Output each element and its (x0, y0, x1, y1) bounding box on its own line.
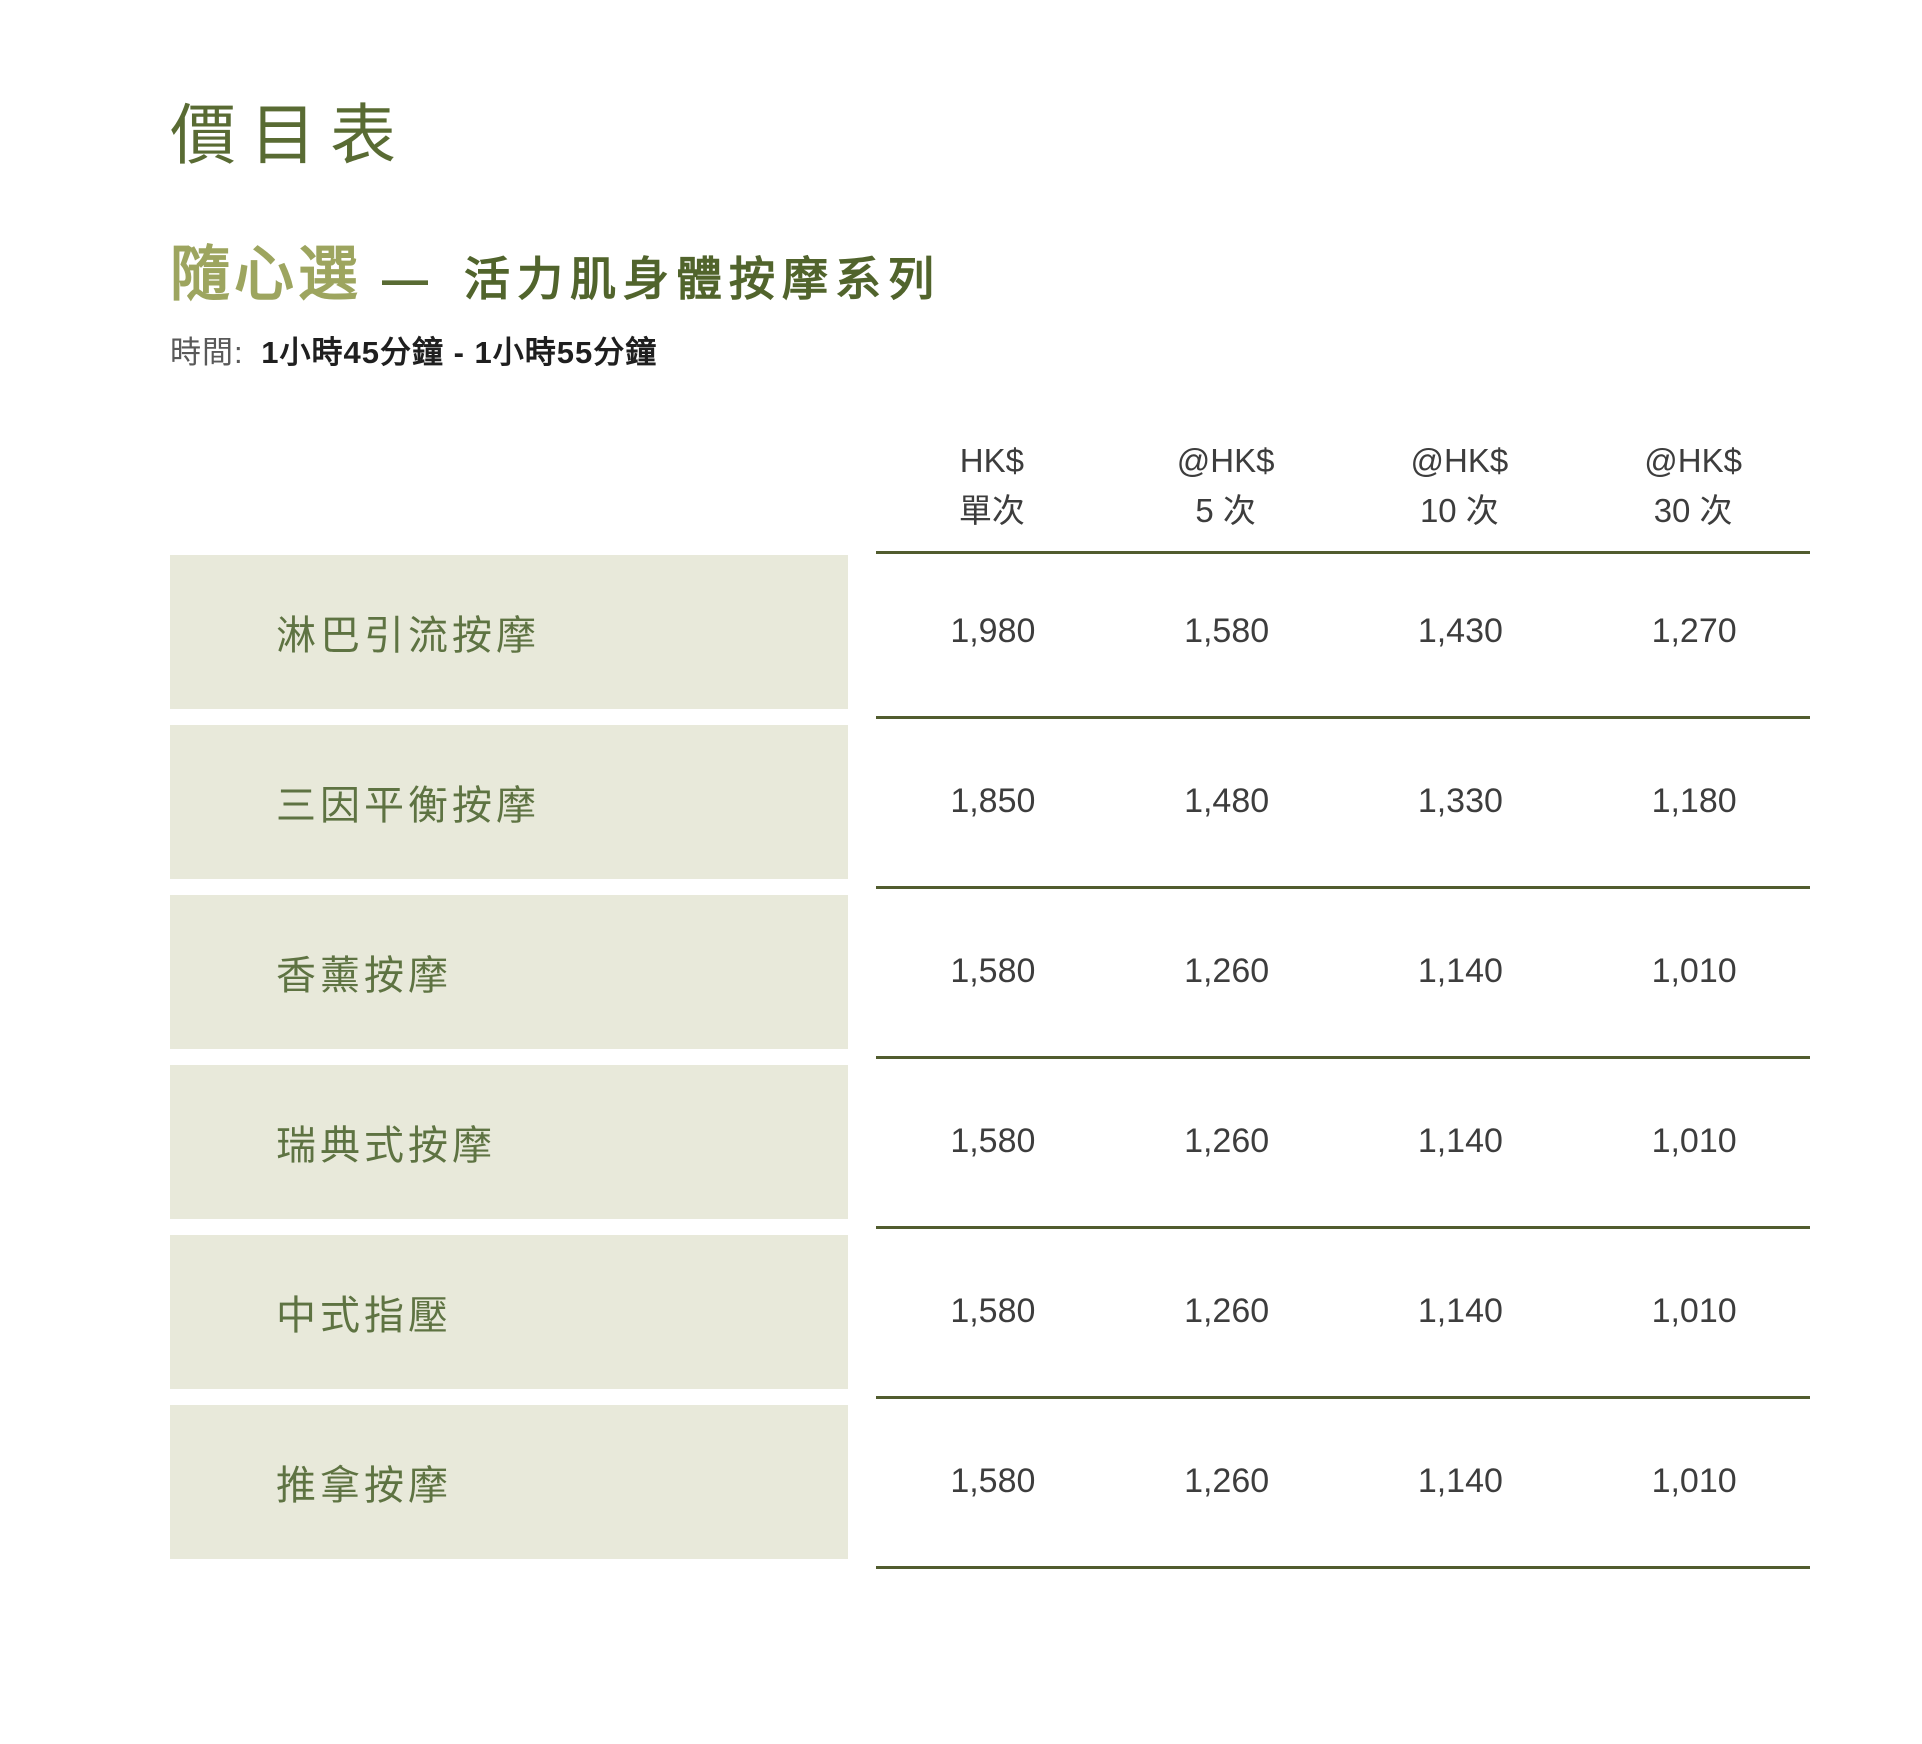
table-row: 香薰按摩 1,580 1,260 1,140 1,010 (170, 894, 1811, 1059)
column-header-unit: 30 次 (1653, 491, 1733, 529)
price-10x: 1,430 (1417, 612, 1503, 651)
price-30x: 1,270 (1651, 612, 1737, 651)
price-table: HK$ 單次 @HK$ 5 次 @HK$ 10 次 @HK$ 30 次 淋巴引流… (170, 412, 1811, 1569)
service-name: 中式指壓 (276, 1293, 452, 1338)
price-10x: 1,140 (1417, 1292, 1503, 1331)
price-single: 1,580 (950, 952, 1036, 991)
price-table-header: HK$ 單次 @HK$ 5 次 @HK$ 10 次 @HK$ 30 次 (170, 412, 1810, 554)
service-label-block: 淋巴引流按摩 (170, 554, 848, 709)
service-label-block: 瑞典式按摩 (170, 1064, 848, 1219)
price-10x: 1,140 (1417, 952, 1503, 991)
column-header-currency: @HK$ (1176, 441, 1275, 479)
service-name: 香薰按摩 (276, 953, 452, 998)
price-table-rows: 淋巴引流按摩 1,980 1,580 1,430 1,270 三因平衡按摩 1,… (170, 554, 1811, 1569)
price-5x: 1,260 (1184, 952, 1270, 991)
duration-line: 時間: 1小時45分鐘 - 1小時55分鐘 (170, 327, 1812, 372)
table-row: 瑞典式按摩 1,580 1,260 1,140 1,010 (170, 1064, 1811, 1229)
price-single: 1,850 (950, 782, 1036, 821)
price-5x: 1,260 (1184, 1292, 1270, 1331)
service-prices: 1,580 1,260 1,140 1,010 (876, 1122, 1811, 1161)
column-header-currency: @HK$ (1410, 441, 1509, 479)
row-separator-line (876, 1055, 1810, 1059)
series-heading: 隨心選 — 活力肌身體按摩系列 (170, 226, 1812, 313)
price-30x: 1,010 (1651, 1462, 1737, 1501)
price-5x: 1,260 (1184, 1462, 1270, 1501)
price-single: 1,980 (950, 612, 1036, 651)
service-name: 淋巴引流按摩 (276, 613, 540, 658)
service-prices: 1,980 1,580 1,430 1,270 (876, 612, 1811, 651)
service-label-block: 三因平衡按摩 (170, 724, 848, 879)
row-separator-line (876, 715, 1810, 719)
duration-value: 1小時45分鐘 - 1小時55分鐘 (261, 334, 658, 370)
service-label-block: 中式指壓 (170, 1234, 848, 1389)
duration-label: 時間: (170, 334, 244, 370)
column-header-10x: @HK$ 10 次 (1343, 436, 1577, 536)
column-header-currency: @HK$ (1644, 441, 1742, 479)
price-10x: 1,140 (1417, 1122, 1503, 1161)
service-prices: 1,580 1,260 1,140 1,010 (876, 1292, 1811, 1331)
price-30x: 1,010 (1651, 1292, 1737, 1331)
page-title: 價目表 (170, 98, 410, 172)
price-5x: 1,480 (1184, 782, 1270, 821)
price-10x: 1,330 (1417, 782, 1503, 821)
column-header-unit: 5 次 (1195, 491, 1256, 529)
service-label-block: 香薰按摩 (170, 894, 848, 1049)
column-header-unit: 單次 (958, 491, 1025, 529)
service-prices: 1,580 1,260 1,140 1,010 (876, 952, 1811, 991)
row-separator-line (876, 1225, 1810, 1229)
column-header-currency: HK$ (959, 441, 1024, 479)
price-single: 1,580 (950, 1122, 1036, 1161)
series-dash: — (382, 252, 428, 305)
price-10x: 1,140 (1417, 1462, 1503, 1501)
price-30x: 1,180 (1651, 782, 1737, 821)
table-row: 推拿按摩 1,580 1,260 1,140 1,010 (170, 1404, 1811, 1569)
service-prices: 1,850 1,480 1,330 1,180 (876, 782, 1811, 821)
price-5x: 1,580 (1184, 612, 1270, 651)
column-header-30x: @HK$ 30 次 (1576, 436, 1810, 536)
price-30x: 1,010 (1651, 1122, 1737, 1161)
row-separator-line (876, 885, 1810, 889)
price-single: 1,580 (950, 1462, 1036, 1501)
table-row: 淋巴引流按摩 1,980 1,580 1,430 1,270 (170, 554, 1811, 719)
header-underline (876, 550, 1810, 554)
column-header-single: HK$ 單次 (875, 436, 1109, 536)
price-5x: 1,260 (1184, 1122, 1270, 1161)
column-header-5x: @HK$ 5 次 (1109, 436, 1343, 536)
header-spacer (170, 436, 875, 536)
row-separator-line (876, 1565, 1810, 1569)
series-name: 隨心選 (170, 240, 362, 308)
service-name: 瑞典式按摩 (276, 1123, 496, 1168)
service-name: 三因平衡按摩 (276, 783, 540, 828)
table-row: 三因平衡按摩 1,850 1,480 1,330 1,180 (170, 724, 1811, 889)
service-label-block: 推拿按摩 (170, 1404, 848, 1559)
row-separator-line (876, 1395, 1810, 1399)
table-row: 中式指壓 1,580 1,260 1,140 1,010 (170, 1234, 1811, 1399)
service-prices: 1,580 1,260 1,140 1,010 (876, 1462, 1811, 1501)
series-subtitle: 活力肌身體按摩系列 (464, 252, 941, 305)
service-name: 推拿按摩 (276, 1463, 452, 1508)
price-single: 1,580 (950, 1292, 1036, 1331)
price-30x: 1,010 (1651, 952, 1737, 991)
price-list-page: 價目表 隨心選 — 活力肌身體按摩系列 時間: 1小時45分鐘 - 1小時55分… (170, 98, 1812, 1569)
column-header-unit: 10 次 (1419, 491, 1499, 529)
